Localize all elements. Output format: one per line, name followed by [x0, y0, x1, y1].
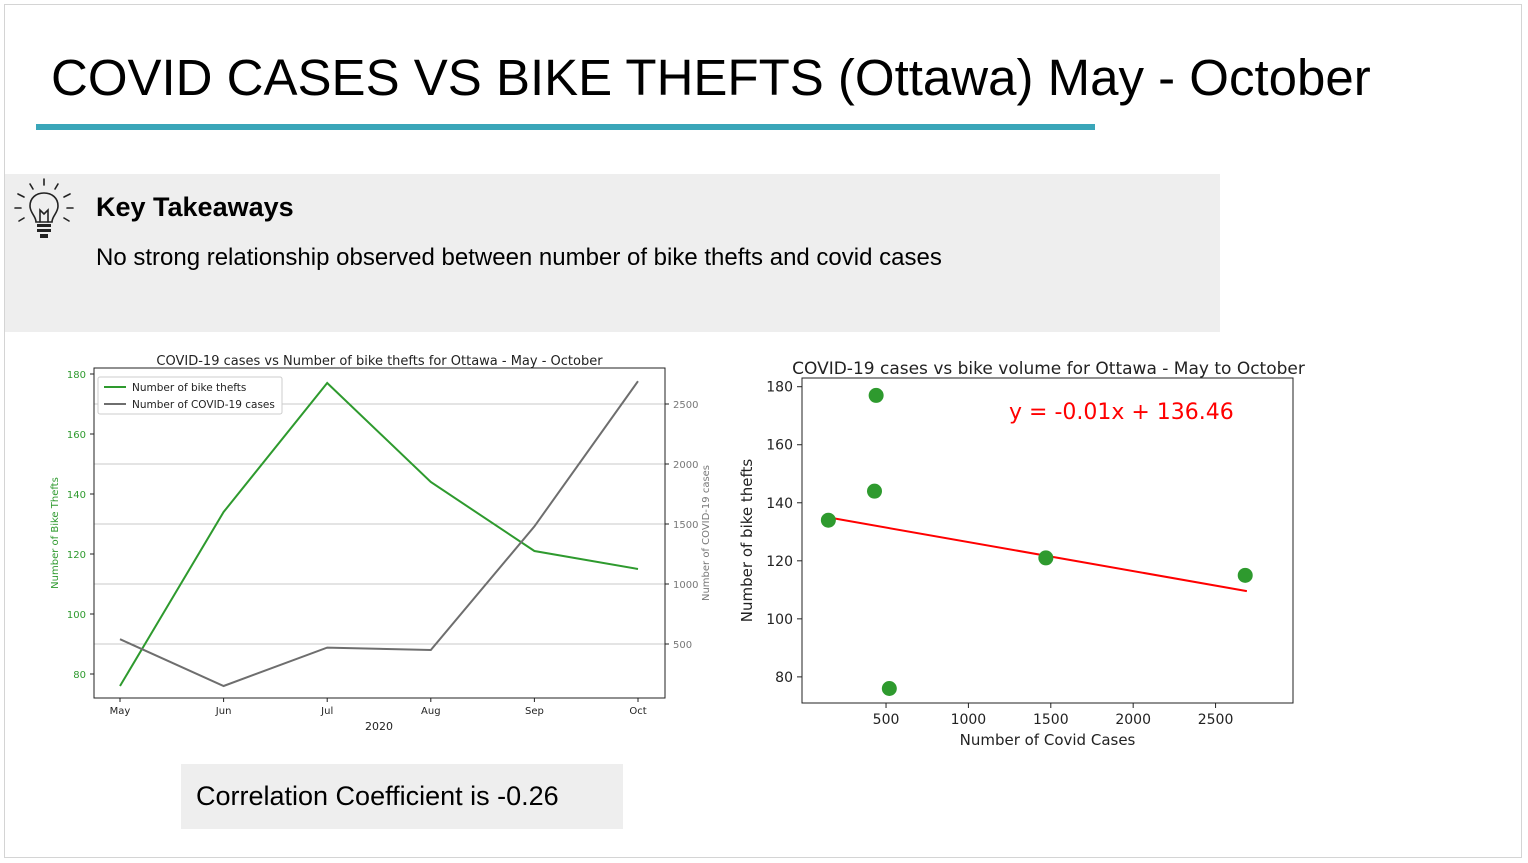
legend-label: Number of COVID-19 cases — [132, 399, 275, 411]
correlation-coefficient: Correlation Coefficient is -0.26 — [181, 764, 623, 829]
y2-tick-label: 1500 — [673, 520, 698, 531]
scatter-chart-covid-vs-bike: COVID-19 cases vs bike volume for Ottawa… — [738, 359, 1305, 749]
y2-tick-label: 1000 — [673, 580, 698, 591]
y-tick-label: 140 — [766, 496, 793, 512]
x-tick-label: 2000 — [1115, 712, 1151, 728]
y-axis-label: Number of Bike Thefts — [50, 477, 61, 589]
series-line — [119, 381, 639, 687]
x-tick-label: Jul — [320, 706, 333, 717]
y-tick-label: 80 — [73, 670, 86, 681]
y-tick-label: 120 — [766, 554, 793, 570]
scatter-point — [820, 512, 836, 528]
slide — [4, 4, 1522, 858]
x-tick-label: Oct — [629, 706, 646, 717]
scatter-point — [881, 680, 897, 696]
y-tick-label: 180 — [766, 380, 793, 396]
key-takeaways-panel — [5, 174, 1220, 332]
regression-equation: y = -0.01x + 136.46 — [1009, 400, 1234, 425]
legend-label: Number of bike thefts — [132, 382, 246, 394]
key-takeaways-text: No strong relationship observed between … — [96, 244, 942, 271]
title-underline — [36, 124, 1095, 130]
y-tick-label: 140 — [67, 490, 86, 501]
lightbulb-icon — [14, 178, 74, 238]
x-tick-label: Jun — [215, 706, 232, 717]
y-axis-label: Number of bike thefts — [738, 459, 756, 623]
x-tick-label: 500 — [873, 712, 900, 728]
y-tick-label: 180 — [67, 370, 86, 381]
series-line — [119, 380, 639, 688]
y2-axis-label: Number of COVID-19 cases — [701, 465, 712, 601]
x-tick-label: Aug — [421, 706, 441, 717]
chart-title: COVID-19 cases vs Number of bike thefts … — [156, 354, 603, 369]
x-axis-label: Number of Covid Cases — [960, 731, 1136, 749]
scatter-point — [868, 387, 884, 403]
y-tick-label: 100 — [766, 612, 793, 628]
scatter-point — [866, 483, 882, 499]
y2-tick-label: 2500 — [673, 400, 698, 411]
scatter-point — [1038, 550, 1054, 566]
regression-line — [828, 516, 1248, 593]
x-tick-label: Sep — [525, 706, 544, 717]
line-chart-bike-thefts-vs-covid: COVID-19 cases vs Number of bike thefts … — [50, 354, 712, 733]
key-takeaways-heading: Key Takeaways — [96, 192, 294, 222]
y-tick-label: 160 — [766, 438, 793, 454]
x-tick-label: May — [110, 706, 131, 717]
x-tick-label: 1000 — [951, 712, 987, 728]
y2-tick-label: 2000 — [673, 460, 698, 471]
x-tick-label: 1500 — [1033, 712, 1069, 728]
legend-box — [97, 376, 283, 415]
page-title: COVID CASES VS BIKE THEFTS (Ottawa) May … — [51, 49, 1371, 106]
y-tick-label: 100 — [67, 610, 86, 621]
y-tick-label: 120 — [67, 550, 86, 561]
scatter-point — [1237, 567, 1253, 583]
plot-frame — [93, 367, 666, 699]
plot-frame — [801, 377, 1294, 704]
y-tick-label: 160 — [67, 430, 86, 441]
y2-tick-label: 500 — [673, 640, 692, 651]
chart-title: COVID-19 cases vs bike volume for Ottawa… — [792, 359, 1305, 379]
x-axis-label: 2020 — [365, 720, 393, 733]
y-tick-label: 80 — [775, 670, 793, 686]
x-tick-label: 2500 — [1198, 712, 1234, 728]
